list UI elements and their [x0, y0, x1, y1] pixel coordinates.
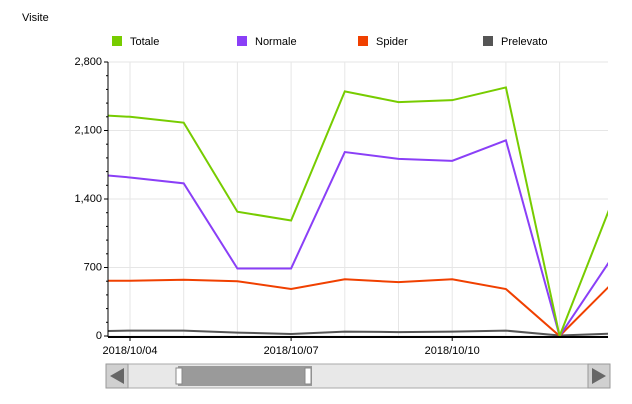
legend-swatch	[358, 36, 368, 46]
legend-label: Totale	[130, 36, 159, 48]
legend-swatch	[237, 36, 247, 46]
arrow-left	[110, 368, 124, 384]
x-tick-label: 2018/10/04	[102, 345, 157, 357]
scroll-thumb[interactable]	[178, 366, 312, 386]
y-tick-label: 1,400	[74, 193, 102, 205]
thumb-handle[interactable]	[304, 367, 312, 385]
y-tick-label: 2,800	[74, 56, 102, 68]
legend-label: Prelevato	[501, 36, 547, 48]
series-line	[108, 329, 608, 337]
scrollbar[interactable]	[105, 363, 611, 389]
y-tick-label: 2,100	[74, 124, 102, 136]
series-line	[108, 278, 608, 338]
legend-label: Spider	[376, 36, 408, 48]
series-line	[108, 86, 608, 338]
y-tick-label: 0	[96, 330, 102, 342]
thumb-handle[interactable]	[175, 367, 183, 385]
y-tick-label: 700	[84, 261, 102, 273]
legend-swatch	[483, 36, 493, 46]
arrow-right	[592, 368, 606, 384]
series-line	[108, 138, 608, 338]
x-tick-label: 2018/10/10	[425, 345, 480, 357]
x-tick-label: 2018/10/07	[264, 345, 319, 357]
legend-label: Normale	[255, 36, 297, 48]
legend-swatch	[112, 36, 122, 46]
y-axis-label: Visite	[22, 12, 49, 24]
